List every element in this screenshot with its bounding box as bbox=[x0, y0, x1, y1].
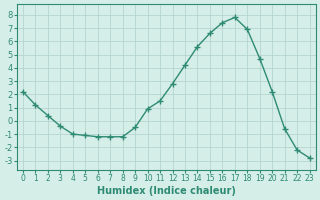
X-axis label: Humidex (Indice chaleur): Humidex (Indice chaleur) bbox=[97, 186, 236, 196]
